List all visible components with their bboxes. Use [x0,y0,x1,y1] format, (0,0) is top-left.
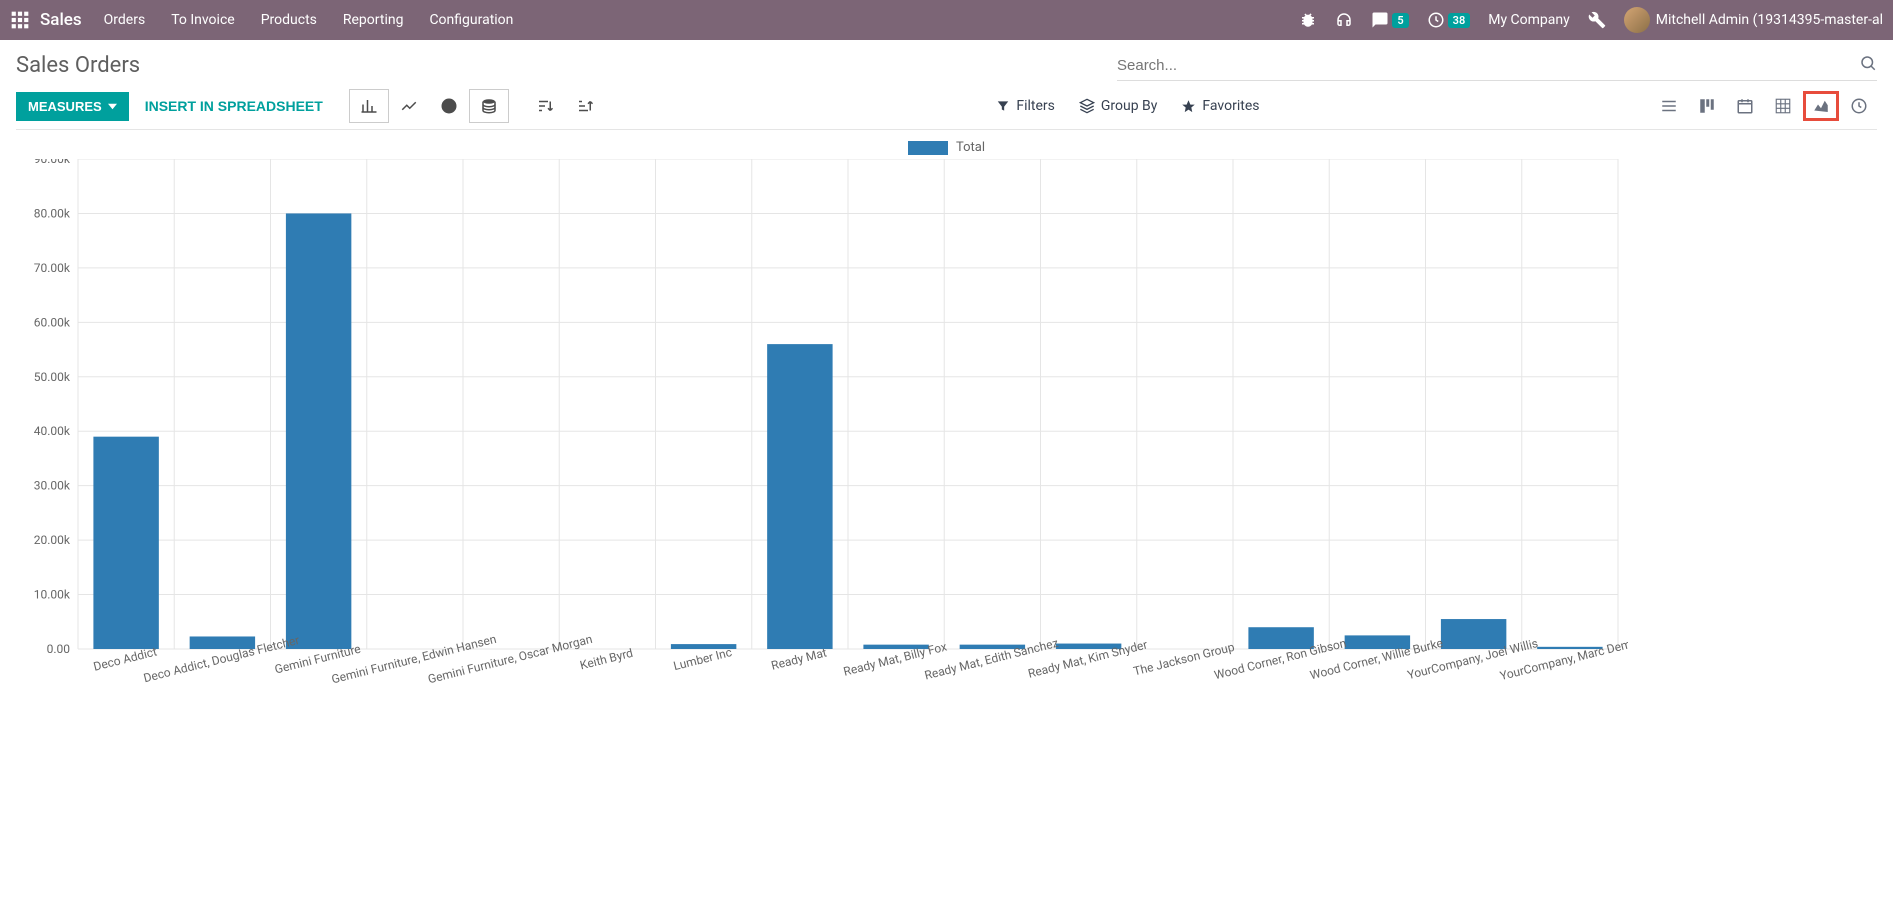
activities-icon[interactable]: 38 [1427,11,1471,29]
bar[interactable] [767,344,832,649]
caret-down-icon [108,102,117,111]
svg-text:10.00k: 10.00k [34,588,71,602]
chart-type-group [349,89,509,123]
insert-spreadsheet-button[interactable]: INSERT IN SPREADSHEET [135,91,333,121]
favorites-label: Favorites [1202,98,1259,114]
avatar [1624,7,1650,33]
bar[interactable] [1441,619,1506,649]
view-switcher [1651,91,1877,121]
chart-container: Total 0.00 10.00k 20.00k 30.00k 40.00k 50.00k… [0,130,1893,769]
calendar-view-button[interactable] [1727,91,1763,121]
company-switcher[interactable]: My Company [1488,12,1570,28]
sort-group [525,89,605,123]
graph-view-button[interactable] [1803,91,1839,121]
svg-text:70.00k: 70.00k [34,261,71,275]
bar-chart: 0.00 10.00k 20.00k 30.00k 40.00k 50.00k 60.00k… [16,159,1628,769]
activity-view-button[interactable] [1841,91,1877,121]
stacked-button[interactable] [469,89,509,123]
svg-text:20.00k: 20.00k [34,533,71,547]
filters-button[interactable]: Filters [996,98,1055,114]
bar[interactable] [286,213,351,649]
x-axis-label: Gemini Furniture, Edwin Hansen [330,632,498,687]
nav-configuration[interactable]: Configuration [429,12,513,28]
user-menu[interactable]: Mitchell Admin (19314395-master-al [1624,7,1883,33]
support-icon[interactable] [1335,11,1353,29]
search-input[interactable] [1117,57,1859,74]
svg-text:90.00k: 90.00k [34,159,71,166]
svg-text:30.00k: 30.00k [34,479,71,493]
favorites-button[interactable]: Favorites [1181,98,1259,114]
legend-label: Total [956,140,985,155]
kanban-view-button[interactable] [1689,91,1725,121]
chart-legend: Total [16,140,1877,155]
pie-chart-button[interactable] [429,89,469,123]
layers-icon [1079,98,1095,114]
activities-badge: 38 [1448,13,1471,28]
apps-icon[interactable] [10,10,30,30]
groupby-label: Group By [1101,98,1158,114]
groupby-button[interactable]: Group By [1079,98,1158,114]
line-chart-button[interactable] [389,89,429,123]
top-navbar: Sales Orders To Invoice Products Reporti… [0,0,1893,40]
search-icon[interactable] [1859,54,1877,76]
legend-swatch [908,141,948,155]
control-panel: Sales Orders MEASURES INSERT IN SPREADSH… [0,40,1893,130]
nav-to-invoice[interactable]: To Invoice [171,12,235,28]
nav-orders[interactable]: Orders [104,12,146,28]
pivot-view-button[interactable] [1765,91,1801,121]
messages-badge: 5 [1392,13,1408,28]
messages-icon[interactable]: 5 [1371,11,1408,29]
x-axis-label: Ready Mat [770,645,828,672]
company-label: My Company [1488,12,1570,28]
svg-text:40.00k: 40.00k [34,424,71,438]
nav-reporting[interactable]: Reporting [343,12,404,28]
svg-text:50.00k: 50.00k [34,370,71,384]
debug-icon[interactable] [1299,11,1317,29]
measures-label: MEASURES [28,99,102,114]
list-view-button[interactable] [1651,91,1687,121]
tools-icon[interactable] [1588,11,1606,29]
measures-button[interactable]: MEASURES [16,92,129,121]
nav-products[interactable]: Products [261,12,317,28]
x-axis-label: Gemini Furniture, Oscar Morgan [427,632,594,686]
username-label: Mitchell Admin (19314395-master-al [1656,12,1883,28]
search-box[interactable] [1117,50,1877,81]
svg-text:80.00k: 80.00k [34,206,71,220]
bar[interactable] [93,437,158,649]
filters-label: Filters [1016,98,1055,114]
bar-chart-button[interactable] [349,89,389,123]
svg-text:60.00k: 60.00k [34,315,71,329]
x-axis-label: Keith Byrd [578,646,634,673]
filter-icon [996,99,1010,113]
brand-label[interactable]: Sales [40,10,82,30]
svg-text:0.00: 0.00 [47,642,71,656]
sort-desc-button[interactable] [525,89,565,123]
sort-asc-button[interactable] [565,89,605,123]
star-icon [1181,99,1196,114]
page-title: Sales Orders [16,53,140,78]
